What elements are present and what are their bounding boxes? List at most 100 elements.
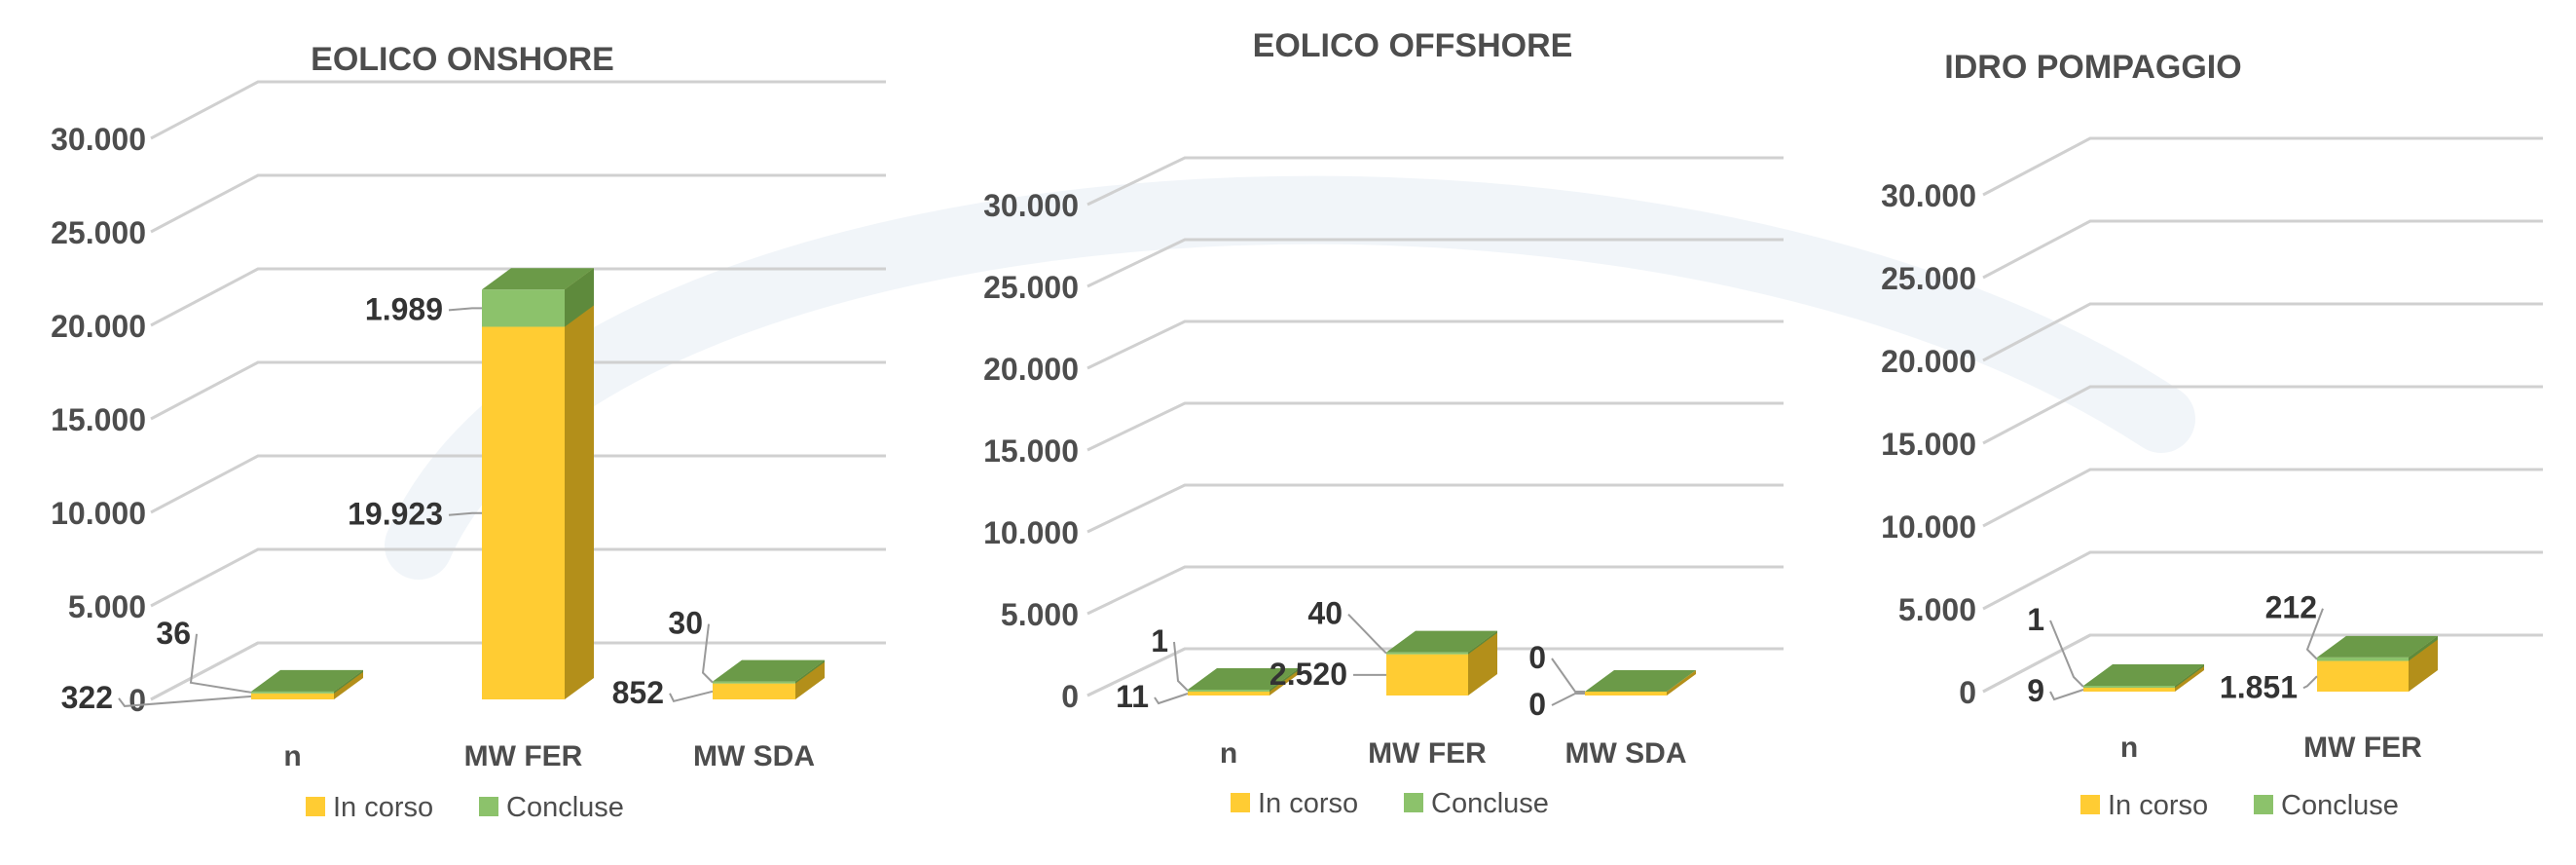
leader-line-concluse xyxy=(1551,658,1585,693)
bar-top-n xyxy=(251,669,363,692)
gridline xyxy=(150,547,886,608)
gridline xyxy=(1982,468,2543,528)
data-label-in-corso-n: 322 xyxy=(61,680,113,715)
category-label-mw-sda: MW SDA xyxy=(693,740,815,772)
bar-side-top-mw-fer xyxy=(2409,635,2438,661)
bar-side-top-n xyxy=(334,669,363,694)
data-label-in-corso-mw-fer: 2.520 xyxy=(1270,657,1347,692)
leader-line-concluse xyxy=(2049,620,2084,688)
gridline xyxy=(150,360,886,421)
y-tick-label: 30.000 xyxy=(983,188,1079,223)
bar-in-corso-mw-sda xyxy=(713,683,795,699)
y-tick-label: 25.000 xyxy=(51,215,146,250)
chart-title: EOLICO ONSHORE xyxy=(311,41,614,78)
bar-top-n xyxy=(2083,664,2204,686)
legend-swatch-concluse xyxy=(1404,793,1423,812)
gridline xyxy=(150,454,886,514)
floor-edge xyxy=(1982,633,2091,694)
leader-line-concluse xyxy=(1173,641,1189,692)
gridline xyxy=(150,173,886,234)
leader-line-concluse xyxy=(1347,613,1387,655)
bar-side-top-mw-fer xyxy=(565,268,594,327)
bar-in-corso-n xyxy=(251,693,334,699)
y-tick-label: 30.000 xyxy=(51,122,146,157)
category-label-n: n xyxy=(2120,732,2138,764)
bar-side-top-mw-sda xyxy=(795,659,825,684)
data-label-in-corso-mw-fer: 1.851 xyxy=(2220,669,2298,704)
leader-line-in-corso xyxy=(2302,675,2318,690)
y-tick-label: 0 xyxy=(1959,675,1976,710)
bar-side-mw-sda xyxy=(795,659,825,699)
y-tick-label: 10.000 xyxy=(1881,509,1976,545)
bar-concluse-mw-fer xyxy=(2317,657,2409,661)
leader-line-concluse xyxy=(2305,608,2324,660)
bar-in-corso-mw-fer xyxy=(482,326,565,699)
data-label-in-corso-mw-fer: 19.923 xyxy=(348,497,443,532)
bar-concluse-mw-fer xyxy=(1386,652,1468,655)
y-tick-label: 25.000 xyxy=(983,270,1079,305)
legend-label-concluse: Concluse xyxy=(2281,790,2399,821)
y-tick-label: 10.000 xyxy=(51,496,146,531)
data-label-concluse-mw-fer: 1.989 xyxy=(365,291,443,326)
bar-top-mw-fer xyxy=(2317,635,2438,658)
category-label-mw-fer: MW FER xyxy=(1368,737,1487,770)
bar-side-mw-sda xyxy=(1667,670,1696,696)
leader-line-in-corso xyxy=(2049,689,2084,701)
legend-label-concluse: Concluse xyxy=(506,792,624,823)
data-label-in-corso-n: 11 xyxy=(1116,679,1149,714)
data-label-concluse-n: 36 xyxy=(156,616,191,651)
y-tick-label: 20.000 xyxy=(983,352,1079,387)
floor-edge xyxy=(150,641,259,701)
leader-line-in-corso xyxy=(1154,693,1189,705)
bar-top-mw-sda xyxy=(713,659,825,682)
gridline xyxy=(150,267,886,327)
gridline xyxy=(1982,302,2543,362)
bar-concluse-n xyxy=(251,691,334,694)
legend-swatch-in-corso xyxy=(1231,793,1250,812)
chart-idro-pompaggio: IDRO POMPAGGIO 0 5.000 10.000 15.000 20.000 25… xyxy=(1881,49,2543,821)
y-tick-label: 20.000 xyxy=(1881,344,1976,379)
gridline xyxy=(1086,483,1784,534)
y-tick-label: 5.000 xyxy=(1898,592,1976,627)
y-tick-label: 15.000 xyxy=(51,402,146,437)
legend-swatch-concluse xyxy=(479,797,498,816)
data-label-concluse-mw-fer: 212 xyxy=(2265,590,2317,625)
bar-in-corso-n xyxy=(1188,692,1270,696)
data-label-concluse-mw-fer: 40 xyxy=(1307,596,1343,631)
gridline xyxy=(1982,550,2543,611)
bar-side-top-n xyxy=(1270,668,1299,692)
bar-top-mw-fer xyxy=(1386,630,1497,653)
bar-in-corso-mw-fer xyxy=(2317,660,2409,692)
chart-title: EOLICO OFFSHORE xyxy=(1253,27,1573,64)
data-label-concluse-mw-sda: 30 xyxy=(668,606,703,641)
gridline xyxy=(1982,136,2543,197)
chart-title: IDRO POMPAGGIO xyxy=(1944,49,2241,86)
gridline xyxy=(1086,238,1784,288)
data-label-concluse-n: 1 xyxy=(1151,623,1168,658)
bar-concluse-mw-sda xyxy=(713,681,795,684)
gridline xyxy=(1982,219,2543,280)
bar-concluse-n xyxy=(2083,686,2175,688)
bar-concluse-n xyxy=(1188,690,1270,692)
bar-top-mw-fer xyxy=(482,268,594,290)
bar-in-corso-n xyxy=(2083,688,2175,692)
y-tick-label: 15.000 xyxy=(983,433,1079,469)
y-tick-label: 0 xyxy=(129,683,146,718)
floor-edge xyxy=(1086,647,1186,697)
leader-line-in-corso xyxy=(1551,693,1585,706)
leader-line-concluse xyxy=(189,633,252,694)
data-label-concluse-n: 1 xyxy=(2027,602,2044,637)
category-label-n: n xyxy=(283,740,301,772)
category-label-mw-fer: MW FER xyxy=(2303,732,2422,764)
y-tick-label: 0 xyxy=(1061,679,1079,714)
gridline xyxy=(1982,385,2543,445)
bar-top-mw-sda xyxy=(1585,670,1696,692)
bar-side-mw-fer xyxy=(565,268,594,699)
data-label-concluse-mw-sda: 0 xyxy=(1528,640,1546,675)
leader-line-concluse xyxy=(448,307,482,312)
chart-eolico-onshore: EOLICO ONSHORE 0 5.000 10.000 15.000 20.000 25… xyxy=(51,41,886,823)
leader-line-in-corso xyxy=(118,695,252,707)
bar-top-n xyxy=(1188,668,1299,690)
legend-label-concluse: Concluse xyxy=(1431,788,1549,819)
